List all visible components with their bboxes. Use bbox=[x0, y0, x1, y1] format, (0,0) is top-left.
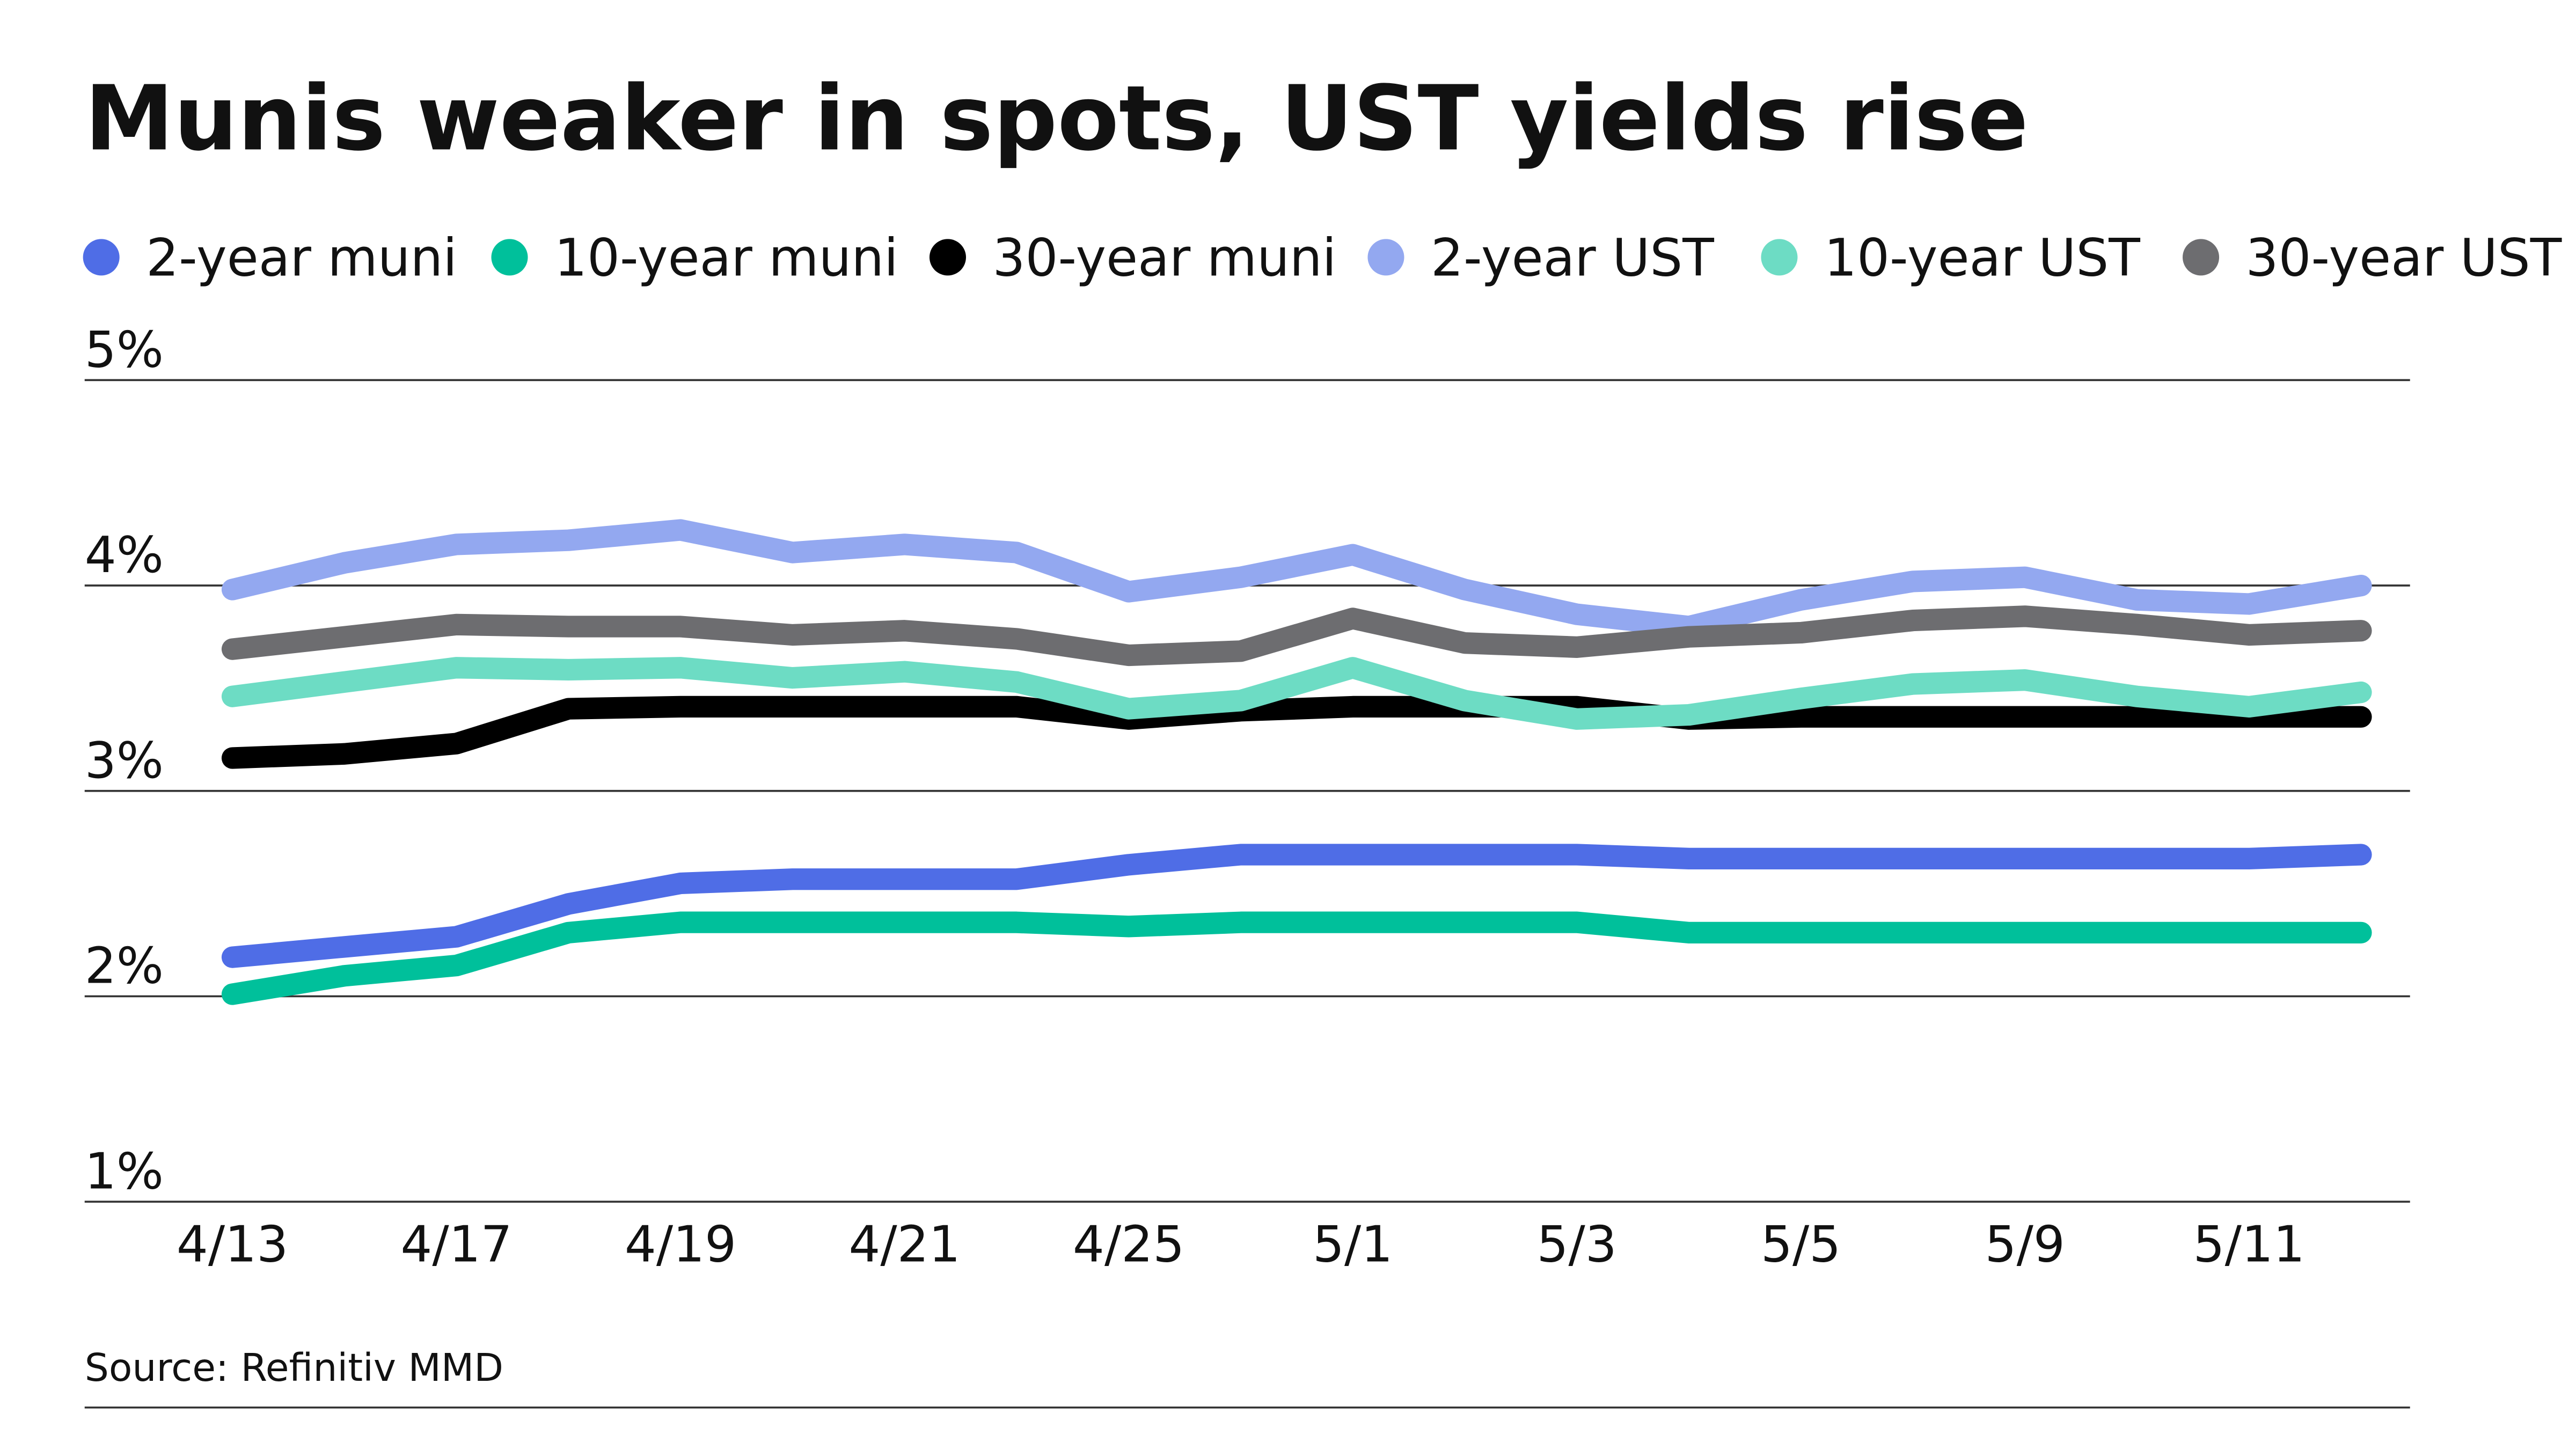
legend-label: 30-year UST bbox=[2246, 228, 2562, 288]
x-tick-label: 4/21 bbox=[848, 1216, 960, 1274]
x-tick-label: 5/5 bbox=[1761, 1216, 1841, 1274]
x-tick-label: 4/17 bbox=[400, 1216, 512, 1274]
y-tick-label: 3% bbox=[85, 731, 164, 789]
y-tick-label: 1% bbox=[85, 1142, 164, 1200]
legend-label: 10-year UST bbox=[1824, 228, 2140, 288]
legend-label: 2-year UST bbox=[1431, 228, 1714, 288]
legend-label: 30-year muni bbox=[992, 228, 1336, 288]
series-line bbox=[221, 844, 2372, 968]
x-tick-label: 5/1 bbox=[1313, 1216, 1393, 1274]
x-tick-label: 5/9 bbox=[1985, 1216, 2065, 1274]
series-line bbox=[221, 911, 2372, 1005]
series-line bbox=[221, 605, 2372, 667]
x-tick-label: 4/13 bbox=[177, 1216, 288, 1274]
legend-swatch bbox=[491, 239, 528, 276]
series-line bbox=[221, 519, 2372, 638]
x-tick-label: 4/25 bbox=[1073, 1216, 1184, 1274]
source-note: Source: Refinitiv MMD bbox=[85, 1345, 503, 1390]
legend-label: 2-year muni bbox=[146, 228, 457, 288]
legend-swatch bbox=[83, 239, 120, 276]
chart-title: Munis weaker in spots, UST yields rise bbox=[85, 67, 2029, 171]
legend-swatch bbox=[929, 239, 966, 276]
x-tick-label: 5/11 bbox=[2193, 1216, 2305, 1274]
legend-swatch bbox=[2183, 239, 2220, 276]
legend-swatch bbox=[1761, 239, 1798, 276]
y-tick-label: 5% bbox=[85, 321, 164, 379]
series-line bbox=[221, 696, 2372, 769]
y-tick-label: 4% bbox=[85, 526, 164, 584]
x-tick-label: 5/3 bbox=[1536, 1216, 1616, 1274]
series-line bbox=[221, 657, 2372, 730]
legend-swatch bbox=[1367, 239, 1404, 276]
x-tick-label: 4/19 bbox=[625, 1216, 736, 1274]
legend-label: 10-year muni bbox=[554, 228, 898, 288]
y-tick-label: 2% bbox=[85, 937, 164, 995]
